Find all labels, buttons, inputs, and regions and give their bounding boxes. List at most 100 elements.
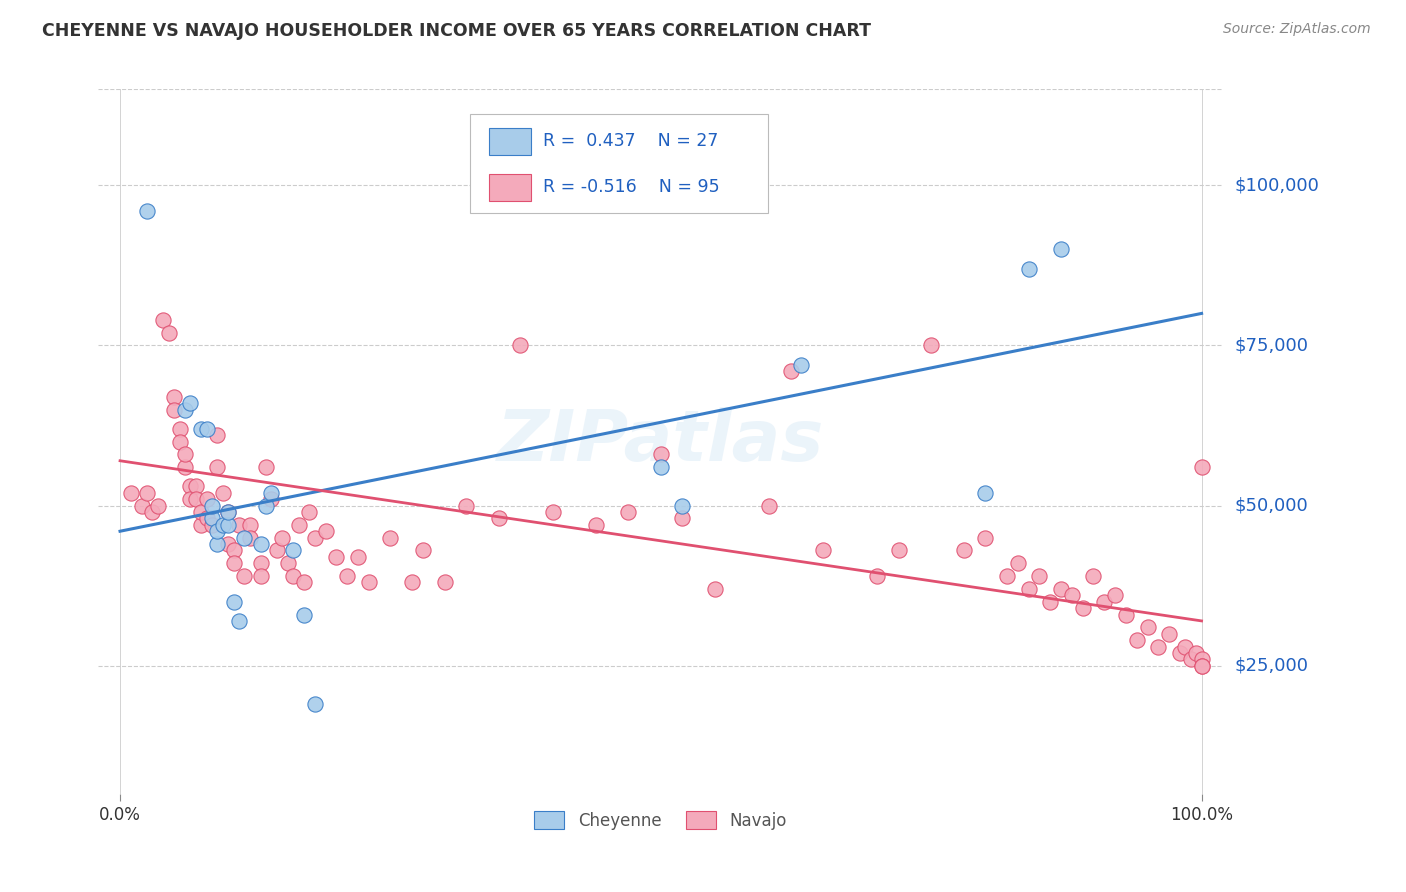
Point (184, 492, 207, 507)
Point (456, 499, 478, 513)
Point (1174, 640, 1197, 654)
Point (163, 402, 186, 417)
FancyBboxPatch shape (470, 114, 768, 212)
Point (254, 499, 277, 513)
Point (207, 428, 229, 442)
Point (866, 569, 889, 583)
Point (758, 499, 780, 513)
Point (281, 569, 304, 583)
Point (1115, 607, 1137, 622)
Point (1159, 626, 1181, 640)
Point (157, 326, 180, 340)
Point (195, 422, 218, 436)
Point (304, 531, 326, 545)
Point (920, 338, 942, 352)
Point (179, 479, 201, 493)
Point (974, 485, 997, 500)
Point (228, 614, 250, 628)
Point (541, 505, 564, 519)
Point (211, 485, 233, 500)
Point (260, 485, 283, 500)
Text: CHEYENNE VS NAVAJO HOUSEHOLDER INCOME OVER 65 YEARS CORRELATION CHART: CHEYENNE VS NAVAJO HOUSEHOLDER INCOME OV… (42, 22, 872, 40)
Point (174, 402, 197, 417)
Point (1136, 620, 1159, 634)
Point (190, 422, 212, 436)
Point (195, 511, 218, 525)
Text: R =  0.437    N = 27: R = 0.437 N = 27 (543, 132, 718, 151)
Point (184, 479, 207, 493)
Point (271, 531, 294, 545)
Point (1050, 243, 1073, 257)
Point (249, 569, 271, 583)
Point (233, 531, 256, 545)
Point (217, 505, 239, 519)
Legend: Cheyenne, Navajo: Cheyenne, Navajo (527, 805, 794, 837)
Point (1125, 633, 1147, 648)
Point (287, 517, 309, 532)
Point (1083, 569, 1105, 583)
Point (650, 460, 672, 475)
Point (277, 556, 299, 570)
Point (179, 492, 201, 507)
Text: $50,000: $50,000 (1234, 497, 1308, 515)
Point (790, 358, 813, 372)
FancyBboxPatch shape (489, 128, 531, 154)
Point (195, 492, 218, 507)
Point (401, 575, 423, 590)
Point (228, 517, 250, 532)
Point (1191, 658, 1213, 673)
Point (509, 338, 531, 352)
FancyBboxPatch shape (489, 174, 531, 201)
Point (141, 505, 163, 519)
Point (233, 569, 256, 583)
Point (433, 575, 456, 590)
Point (1060, 588, 1083, 602)
Point (281, 543, 304, 558)
Point (1180, 652, 1202, 666)
Point (315, 524, 337, 539)
Point (617, 505, 640, 519)
Point (952, 543, 974, 558)
Point (174, 447, 197, 461)
Point (671, 511, 693, 525)
Point (222, 556, 245, 570)
Text: $25,000: $25,000 (1234, 657, 1309, 674)
Point (1191, 652, 1213, 666)
Point (136, 203, 159, 218)
Point (201, 499, 224, 513)
Point (163, 390, 186, 404)
Point (207, 537, 229, 551)
Point (357, 575, 380, 590)
Point (1185, 646, 1208, 660)
Point (239, 517, 262, 532)
Point (1050, 582, 1073, 596)
Text: R = -0.516    N = 95: R = -0.516 N = 95 (543, 178, 720, 196)
Point (1018, 261, 1040, 276)
Point (412, 543, 434, 558)
Point (146, 499, 169, 513)
Point (995, 569, 1018, 583)
Text: $100,000: $100,000 (1234, 177, 1319, 194)
Point (1071, 601, 1094, 615)
Point (1007, 556, 1029, 570)
Point (217, 537, 239, 551)
Point (266, 543, 288, 558)
Point (650, 447, 672, 461)
Point (179, 396, 201, 410)
Point (1039, 595, 1062, 609)
Point (671, 499, 693, 513)
Point (1147, 640, 1170, 654)
Point (190, 505, 212, 519)
Point (974, 531, 997, 545)
Point (169, 422, 191, 436)
Point (136, 485, 159, 500)
Point (292, 607, 315, 622)
Point (201, 511, 224, 525)
Point (207, 460, 229, 475)
Point (1028, 569, 1050, 583)
Text: Source: ZipAtlas.com: Source: ZipAtlas.com (1223, 22, 1371, 37)
Point (1168, 646, 1191, 660)
Point (336, 569, 359, 583)
Point (380, 531, 402, 545)
Point (703, 582, 725, 596)
